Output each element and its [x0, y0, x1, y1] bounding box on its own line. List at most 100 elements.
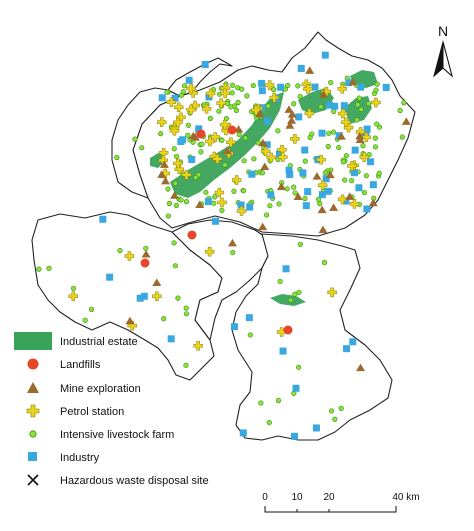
petrol-station-marker: [210, 132, 220, 142]
north-arrow: N: [433, 23, 453, 78]
district-southeast: [231, 233, 393, 441]
livestock-farm-marker: [132, 136, 138, 142]
petrol-station-marker: [219, 119, 230, 130]
industry-marker: [325, 101, 333, 109]
livestock-farm-marker: [114, 154, 120, 161]
industry-marker: [363, 125, 371, 133]
livestock-farm-marker: [219, 207, 225, 213]
industry-marker: [291, 432, 299, 440]
mine-marker: [258, 222, 268, 231]
industry-marker: [301, 146, 309, 154]
livestock-farm-marker: [326, 130, 332, 136]
mine-marker: [227, 238, 237, 247]
legend-item-livestock-farm: Intensive livestock farm: [29, 429, 174, 441]
livestock-farm-marker: [178, 197, 184, 203]
north-arrow-label: N: [438, 23, 448, 39]
mine-marker: [348, 77, 358, 86]
petrol-station-marker: [337, 84, 348, 94]
industry-marker: [195, 125, 203, 133]
livestock-farm-marker: [360, 143, 366, 149]
livestock-farm-marker: [228, 104, 234, 110]
livestock-farm-marker: [302, 195, 308, 202]
petrol-station-marker: [205, 88, 216, 99]
petrol-station-marker: [316, 154, 326, 165]
livestock-farm-marker: [276, 201, 282, 207]
livestock-farm-marker: [241, 188, 247, 194]
industry-marker: [355, 184, 363, 192]
livestock-farm-marker: [230, 82, 236, 88]
industry-marker: [136, 294, 144, 302]
livestock-farm-marker: [203, 189, 209, 195]
petrol-station-marker: [214, 187, 225, 198]
livestock-farm-marker: [331, 108, 337, 115]
livestock-farm-marker: [230, 249, 236, 256]
industry-marker: [248, 170, 256, 178]
livestock-farm-marker: [211, 200, 217, 206]
industry-marker: [351, 146, 359, 154]
livestock-farm-marker: [181, 83, 188, 89]
livestock-farm-marker: [165, 186, 171, 192]
legend-item-mine-exploration: Mine exploration: [27, 382, 141, 395]
petrol-station-marker: [158, 148, 169, 158]
landfill-marker: [227, 125, 237, 135]
industry-marker: [204, 198, 212, 206]
mine-marker: [287, 116, 297, 124]
legend-label: Petrol station: [60, 406, 124, 418]
livestock-farm-marker: [325, 143, 331, 150]
livestock-farm-marker: [46, 265, 52, 271]
mine-marker: [355, 135, 365, 144]
landfill-marker: [187, 230, 197, 240]
livestock-farm-marker: [164, 89, 170, 95]
industry-marker: [237, 201, 245, 209]
industry-marker: [312, 424, 320, 432]
petrol-station-marker: [278, 152, 288, 162]
petrol-station-marker: [124, 251, 135, 261]
livestock-farm-marker: [171, 240, 177, 246]
livestock-farm-marker: [297, 93, 303, 100]
livestock-farm-marker: [161, 316, 167, 322]
industry-marker: [297, 64, 305, 72]
legend-label: Industrial estate: [60, 336, 138, 348]
livestock-farm-marker: [82, 317, 88, 323]
mine-marker: [329, 203, 339, 211]
industry-marker: [239, 429, 247, 437]
mine-marker: [401, 117, 411, 125]
mine-marker: [125, 316, 135, 325]
legend-item-hazardous-waste: Hazardous waste disposal site: [27, 474, 209, 487]
point-features-layer: [36, 51, 411, 440]
industry-marker: [258, 79, 266, 87]
livestock-farm-marker: [372, 144, 379, 150]
mine-marker: [276, 182, 286, 191]
industry-marker: [369, 181, 377, 189]
mine-marker: [293, 192, 303, 201]
industrial-estate-patch: [344, 96, 372, 124]
industry-marker: [158, 94, 166, 102]
livestock-farm-marker: [374, 81, 380, 87]
industry-marker: [299, 169, 307, 177]
petrol-station-marker: [152, 291, 162, 302]
mine-marker: [287, 110, 297, 118]
livestock-farm-marker: [183, 305, 189, 311]
livestock-farm-marker: [185, 132, 191, 138]
mine-marker: [312, 172, 322, 180]
livestock-farm-marker: [296, 289, 302, 295]
petrol-station-marker: [193, 341, 203, 351]
industry-marker: [263, 117, 271, 125]
industry-marker: [167, 335, 175, 343]
industry-marker: [367, 158, 375, 166]
livestock-farm-marker: [242, 135, 249, 141]
petrol-station-marker: [201, 104, 212, 114]
livestock-farm-marker: [263, 212, 270, 218]
industrial-estate-swatch: [14, 332, 52, 350]
industry-marker: [318, 129, 326, 137]
industry-marker: [335, 132, 343, 140]
industry-marker: [304, 188, 312, 196]
livestock-farm-marker: [236, 131, 242, 138]
industry-marker: [295, 113, 303, 121]
industry-marker: [277, 83, 285, 91]
petrol-station-marker: [347, 161, 357, 171]
livestock-farm-marker: [258, 400, 264, 406]
scale-tick-label: 20: [323, 492, 335, 503]
livestock-farm-marker: [70, 285, 77, 291]
petrol-station-marker: [276, 327, 287, 337]
